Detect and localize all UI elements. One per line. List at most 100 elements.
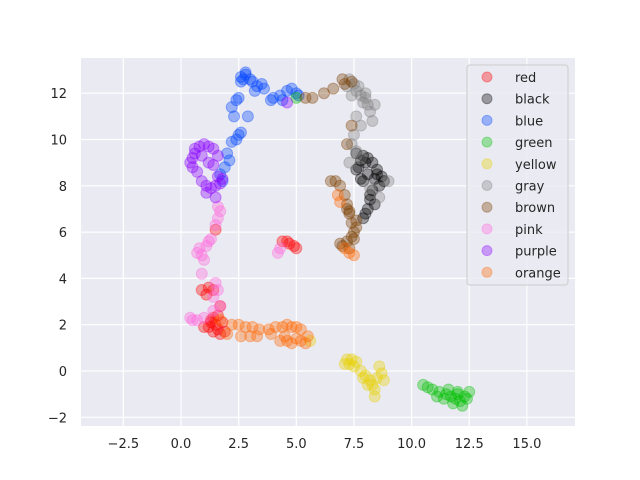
- data-point: [336, 239, 349, 252]
- data-point: [357, 371, 370, 384]
- data-point: [324, 175, 337, 188]
- data-points: [184, 66, 476, 412]
- data-point: [454, 395, 467, 408]
- data-point: [267, 91, 280, 104]
- data-point: [426, 383, 439, 396]
- data-point: [361, 202, 374, 215]
- data-point: [198, 253, 211, 266]
- data-point: [364, 189, 377, 202]
- data-point: [232, 91, 245, 104]
- data-point: [214, 168, 227, 181]
- data-point: [347, 226, 360, 239]
- data-point: [357, 96, 370, 109]
- data-point: [354, 365, 367, 377]
- series-red: [195, 223, 303, 340]
- data-point: [274, 334, 287, 347]
- data-point: [354, 152, 367, 165]
- data-point: [359, 87, 372, 100]
- data-point: [202, 235, 215, 248]
- data-point: [269, 321, 282, 334]
- legend-item-brown: brown: [481, 201, 555, 216]
- data-point: [207, 290, 220, 303]
- data-point: [204, 233, 217, 246]
- legend-marker-icon: [481, 245, 493, 257]
- data-point: [375, 170, 388, 183]
- data-point: [347, 77, 360, 90]
- data-point: [207, 325, 220, 338]
- data-point: [341, 138, 354, 151]
- series-purple: [184, 96, 294, 204]
- data-point: [221, 147, 234, 160]
- data-point: [368, 172, 381, 185]
- data-point: [299, 337, 312, 350]
- data-point: [350, 221, 363, 234]
- data-point: [338, 77, 351, 90]
- data-point: [239, 321, 252, 334]
- data-point: [364, 105, 377, 118]
- data-point: [193, 140, 206, 153]
- x-tick-label: 10.0: [397, 437, 426, 452]
- data-point: [341, 235, 354, 248]
- data-point: [364, 374, 377, 387]
- y-tick-label: 12: [50, 87, 67, 102]
- data-point: [377, 374, 390, 387]
- data-point: [211, 323, 224, 336]
- data-point: [195, 175, 208, 188]
- data-point: [343, 242, 356, 255]
- data-point: [258, 82, 271, 95]
- legend-item-green: green: [481, 136, 553, 151]
- data-point: [271, 246, 284, 259]
- data-point: [368, 198, 381, 211]
- data-point: [193, 242, 206, 255]
- data-point: [198, 138, 211, 151]
- data-point: [364, 193, 377, 206]
- data-point: [345, 216, 358, 229]
- series-brown: [299, 73, 363, 255]
- data-point: [357, 175, 370, 188]
- data-point: [207, 283, 220, 296]
- data-point: [440, 388, 453, 401]
- data-point: [343, 246, 356, 259]
- data-point: [200, 288, 213, 301]
- data-point: [290, 91, 303, 104]
- data-point: [338, 242, 351, 255]
- data-point: [225, 135, 238, 148]
- data-point: [281, 318, 294, 331]
- data-point: [184, 311, 197, 324]
- data-point: [211, 283, 224, 296]
- data-point: [211, 212, 224, 225]
- data-point: [463, 385, 476, 398]
- data-point: [304, 334, 317, 347]
- series-blue: [214, 66, 305, 188]
- data-point: [366, 378, 379, 391]
- data-point: [456, 399, 469, 412]
- data-point: [264, 94, 277, 107]
- data-point: [354, 119, 367, 132]
- legend-label: pink: [515, 223, 543, 238]
- data-point: [364, 182, 377, 195]
- data-point: [186, 314, 199, 327]
- data-point: [209, 318, 222, 331]
- data-point: [244, 330, 257, 343]
- legend-item-black: black: [481, 93, 550, 108]
- data-point: [343, 205, 356, 218]
- data-point: [368, 390, 381, 403]
- y-tick-label: 6: [59, 226, 67, 241]
- data-point: [209, 223, 222, 236]
- data-point: [230, 94, 243, 107]
- data-point: [281, 334, 294, 347]
- data-point: [218, 161, 231, 174]
- data-point: [350, 145, 363, 158]
- data-point: [281, 96, 294, 109]
- data-point: [345, 89, 358, 102]
- legend: red black blue green yellow gray brown pink purp…: [466, 64, 569, 286]
- data-point: [202, 156, 215, 169]
- legend-marker-icon: [481, 71, 493, 83]
- legend-item-purple: purple: [481, 245, 557, 260]
- data-point: [334, 237, 347, 250]
- legend-item-orange: orange: [481, 266, 561, 281]
- data-point: [331, 189, 344, 202]
- data-point: [366, 114, 379, 127]
- data-point: [191, 314, 204, 327]
